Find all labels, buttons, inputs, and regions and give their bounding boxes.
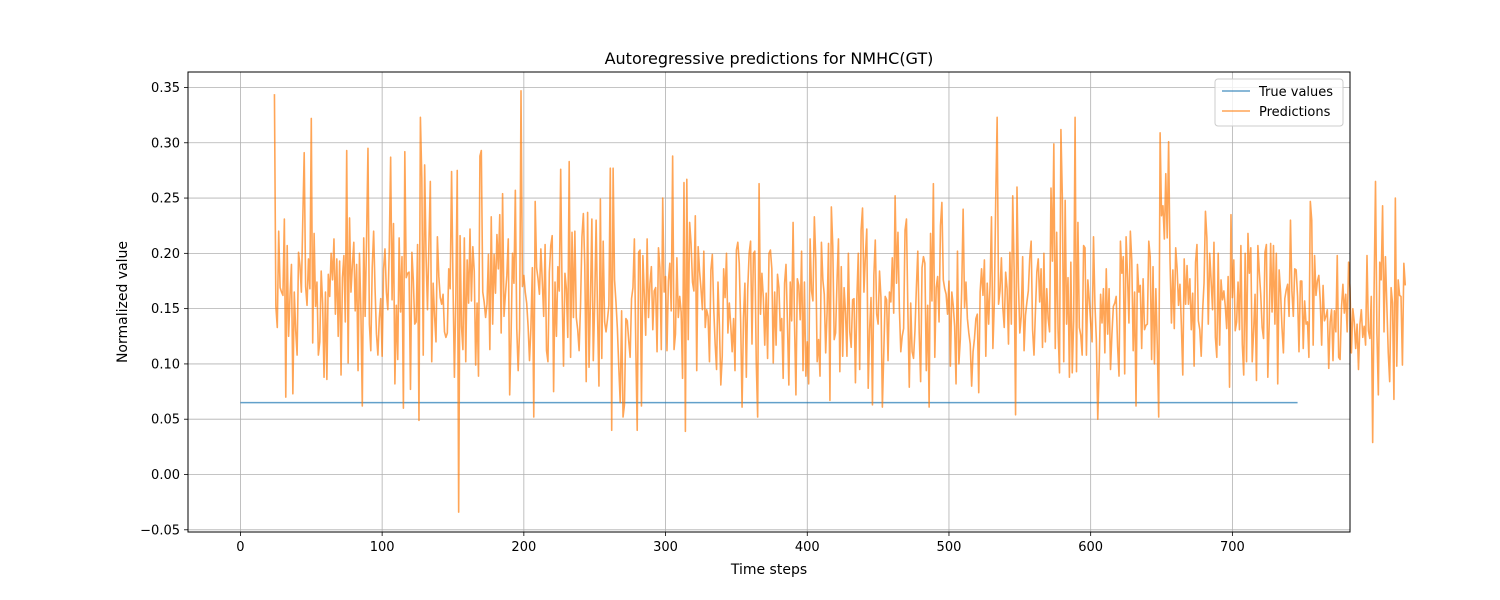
y-tick-label: 0.25: [151, 192, 180, 207]
y-axis: −0.05 0.00 0.05 0.10 0.15 0.20 0.25 0.30 0.35: [140, 81, 188, 538]
legend-label-predictions: Predictions: [1259, 105, 1331, 120]
y-tick-label: 0.35: [151, 81, 180, 96]
x-tick-label: 700: [1220, 540, 1245, 555]
y-tick-label: 0.05: [151, 413, 180, 428]
y-tick-label: 0.30: [151, 136, 180, 151]
x-tick-label: 500: [937, 540, 962, 555]
series-line-predictions: [273, 90, 1407, 513]
y-tick-label: 0.15: [151, 302, 180, 317]
y-axis-label: Normalized value: [115, 241, 131, 363]
x-tick-label: 200: [511, 540, 536, 555]
y-tick-label: 0.00: [151, 468, 180, 483]
plot-area: [240, 90, 1407, 513]
y-tick-label: −0.05: [140, 523, 180, 538]
x-axis: 0 100 200 300 400 500 600 700: [236, 532, 1245, 555]
x-tick-label: 600: [1078, 540, 1103, 555]
y-tick-label: 0.20: [151, 247, 180, 262]
x-axis-label: Time steps: [730, 562, 807, 578]
axes-frame: [187, 71, 1351, 533]
chart-title: Autoregressive predictions for NMHC(GT): [605, 49, 934, 68]
x-tick-label: 100: [370, 540, 395, 555]
legend-label-true-values: True values: [1258, 85, 1333, 100]
x-tick-label: 300: [653, 540, 678, 555]
y-tick-label: 0.10: [151, 357, 180, 372]
x-tick-label: 0: [236, 540, 244, 555]
x-tick-label: 400: [795, 540, 820, 555]
legend: True values Predictions: [1214, 78, 1344, 127]
